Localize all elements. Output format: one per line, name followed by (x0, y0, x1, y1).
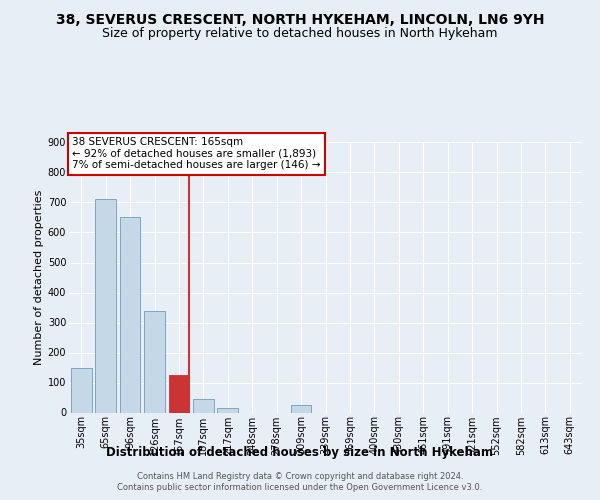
Bar (217, 408, 238, 412)
Y-axis label: Number of detached properties: Number of detached properties (34, 190, 44, 365)
Text: Distribution of detached houses by size in North Hykeham: Distribution of detached houses by size … (107, 446, 493, 459)
Text: 38, SEVERUS CRESCENT, NORTH HYKEHAM, LINCOLN, LN6 9YH: 38, SEVERUS CRESCENT, NORTH HYKEHAM, LIN… (56, 12, 544, 26)
Text: Size of property relative to detached houses in North Hykeham: Size of property relative to detached ho… (102, 28, 498, 40)
Text: Contains HM Land Registry data © Crown copyright and database right 2024.
Contai: Contains HM Land Registry data © Crown c… (118, 472, 482, 492)
Bar (193, 399, 214, 412)
Bar (95, 200, 116, 412)
Bar (169, 375, 190, 412)
Bar (169, 375, 190, 412)
Bar (290, 405, 311, 412)
Text: 38 SEVERUS CRESCENT: 165sqm
← 92% of detached houses are smaller (1,893)
7% of s: 38 SEVERUS CRESCENT: 165sqm ← 92% of det… (72, 138, 320, 170)
Bar (144, 310, 165, 412)
Bar (119, 218, 140, 412)
Bar (71, 368, 92, 412)
